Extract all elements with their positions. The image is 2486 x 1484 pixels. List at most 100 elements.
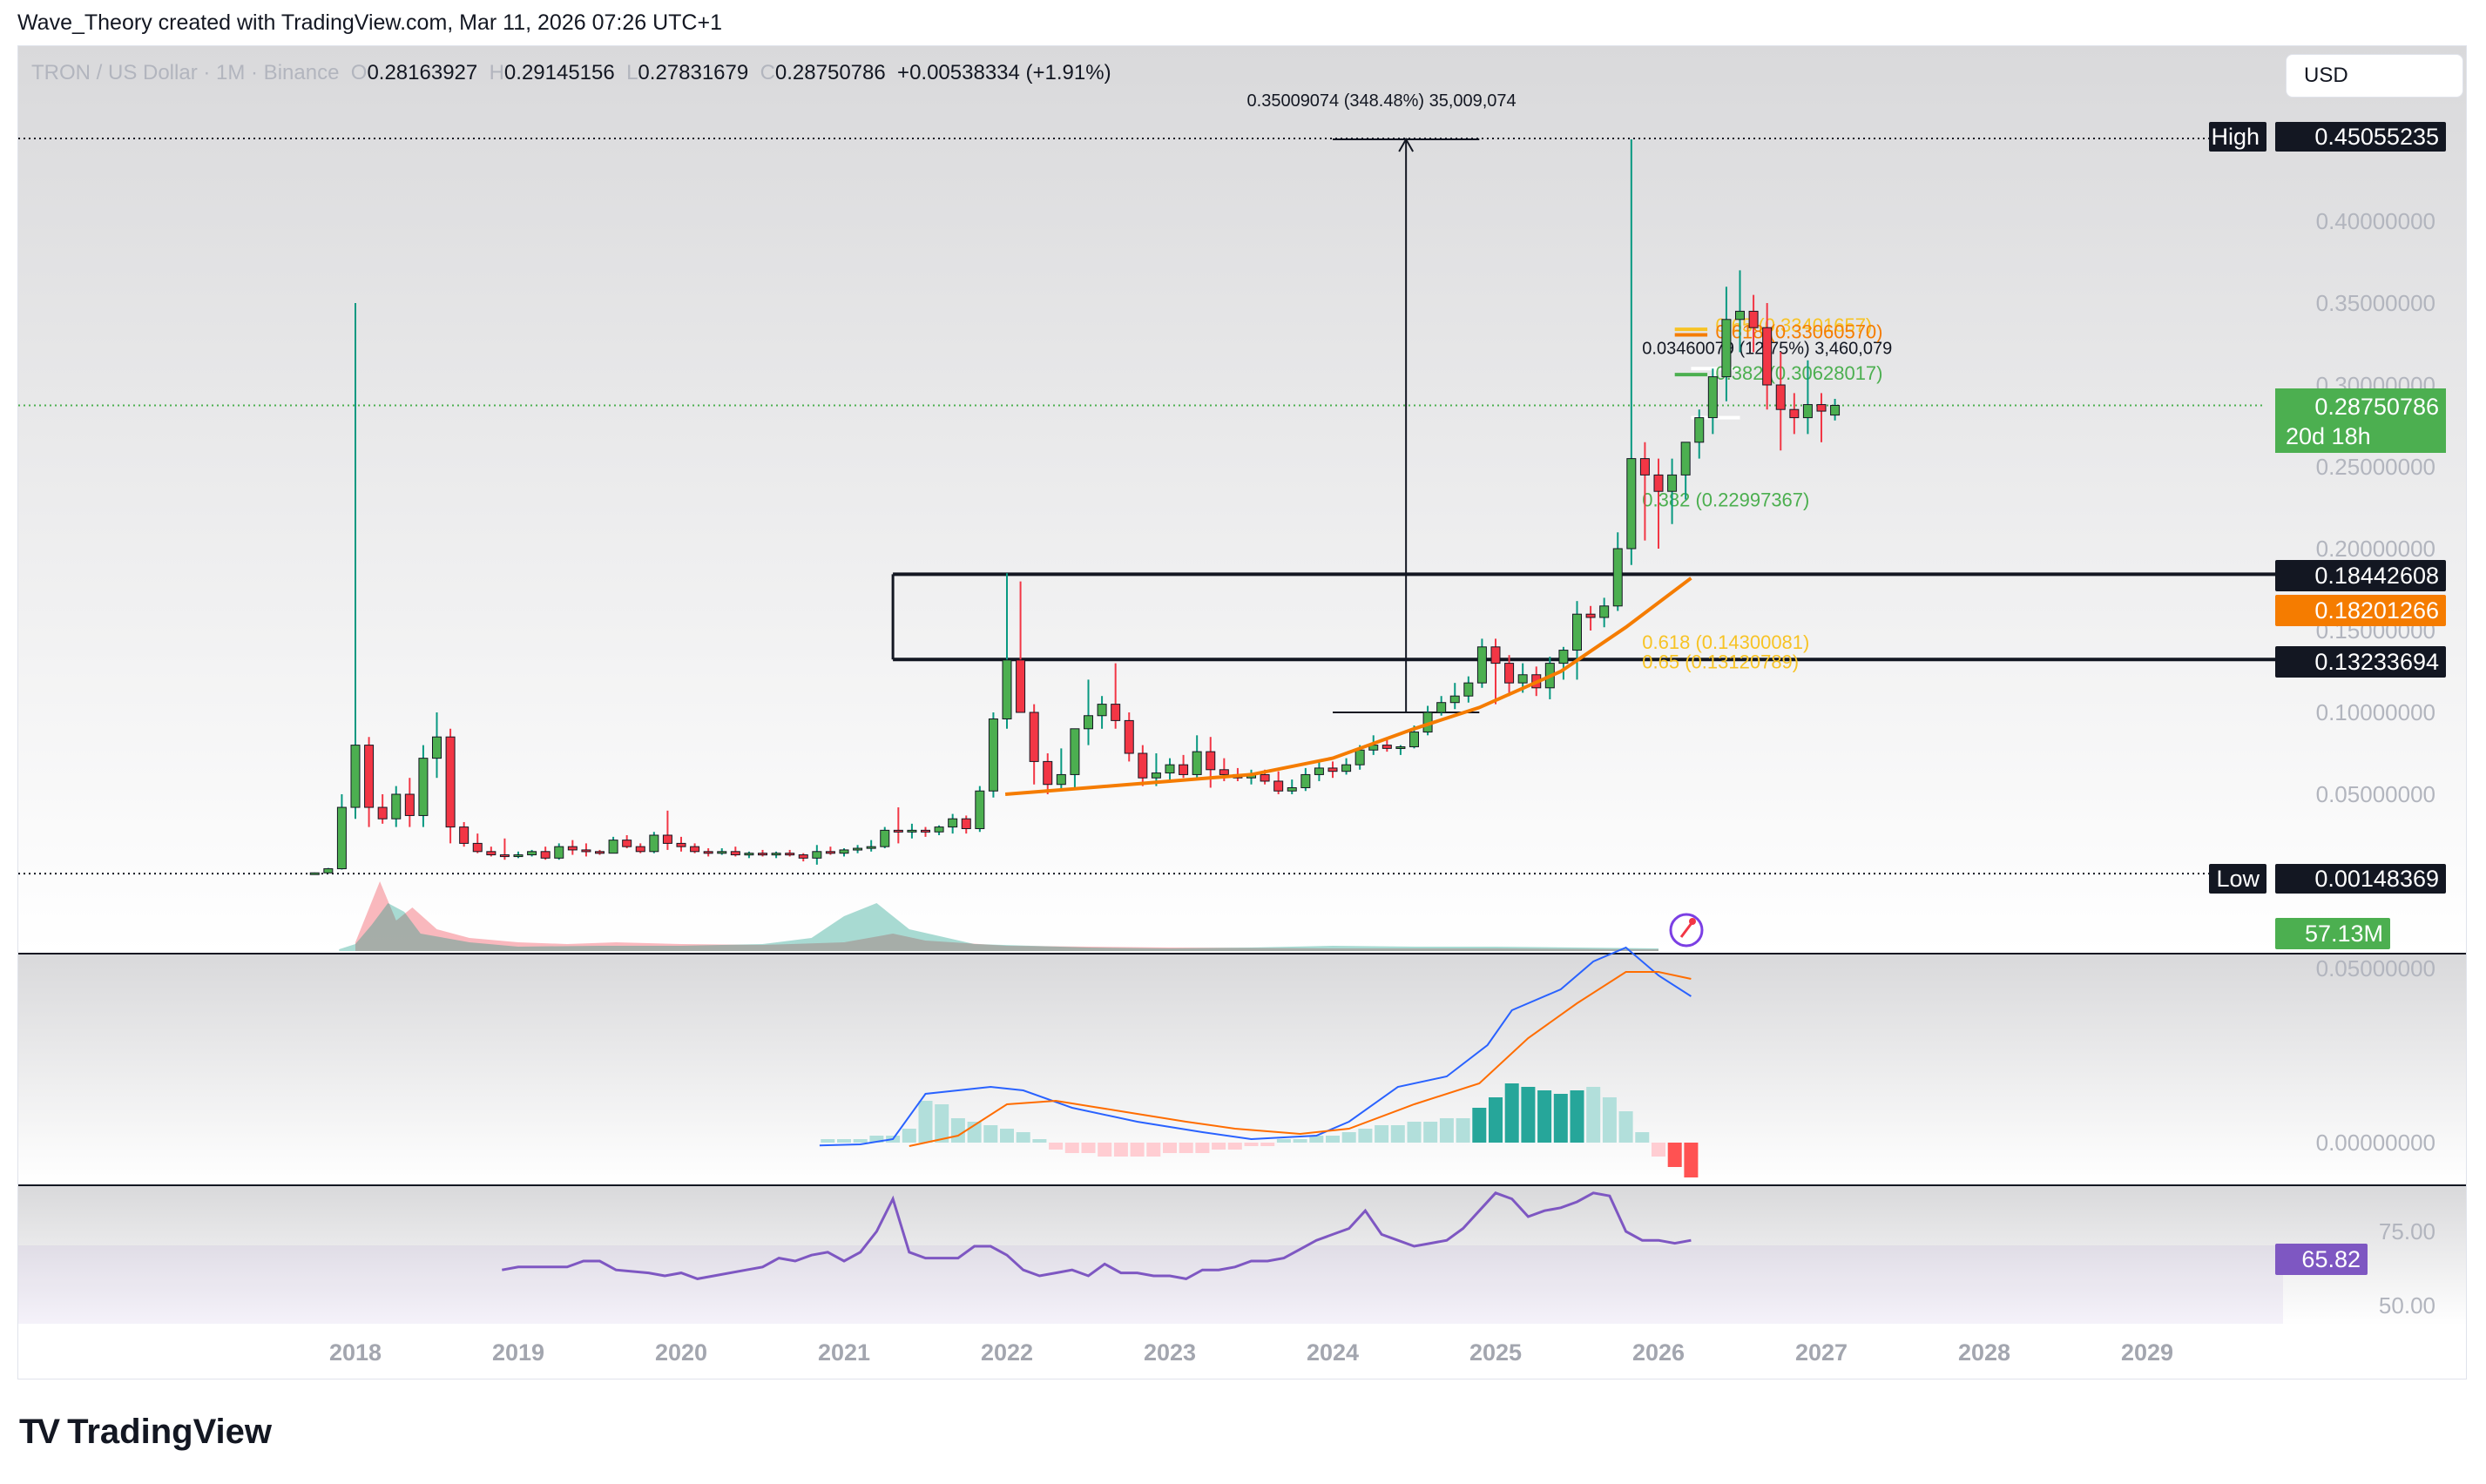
close-value: 0.28750786: [774, 61, 886, 84]
candle-body: [499, 854, 510, 858]
price-tick: 0.40000000: [2316, 208, 2435, 234]
open-value: 0.28163927: [367, 61, 478, 84]
candle-body: [1002, 659, 1012, 720]
candle-body: [1436, 702, 1447, 713]
candle-body: [364, 745, 375, 808]
candle-body: [730, 851, 740, 856]
candle-body: [391, 793, 402, 820]
fib-low-65-label: 0.65 (0.13120789): [1642, 651, 1799, 672]
macd-histogram-bar: [1537, 1090, 1552, 1143]
tradingview-brand[interactable]: TV TradingView: [19, 1413, 272, 1452]
candle-body: [717, 851, 727, 854]
macd-histogram-bar: [1521, 1087, 1536, 1143]
measure-arrow: [1398, 137, 1415, 152]
macd-histogram-bar: [1472, 1108, 1487, 1143]
macd-histogram-bar: [1586, 1087, 1601, 1143]
candle-body: [1354, 749, 1365, 766]
macd-line: [819, 946, 1692, 1147]
macd-histogram-bar: [1390, 1125, 1405, 1143]
candle-body: [662, 834, 672, 844]
currency-button[interactable]: USD: [2286, 54, 2463, 98]
candle-body: [744, 853, 754, 856]
candle-body: [1341, 764, 1352, 772]
candle-body: [1721, 319, 1732, 378]
macd-histogram-bar: [902, 1129, 916, 1143]
countdown-badge: 20d 18h: [2286, 423, 2371, 449]
candle-body: [1084, 715, 1093, 730]
candle-body: [1056, 773, 1066, 786]
candle-body: [812, 851, 822, 859]
candle-body: [1097, 704, 1107, 717]
candle-body: [404, 793, 415, 816]
fib-top-382-label: 0.382 (0.30628017): [1715, 362, 1882, 384]
time-tick: 2027: [1795, 1339, 1848, 1366]
time-axis-labels: 2018 2019 2020 2021 2022 2023 2024 2025 2026 2027…: [329, 1339, 2173, 1366]
candle-body: [1449, 695, 1460, 704]
high-value-badge: 0.45055235: [2314, 124, 2439, 150]
candle-body: [1409, 732, 1419, 747]
macd-histogram-bar: [1684, 1143, 1699, 1177]
candle-body: [1314, 767, 1324, 775]
price-tick: 0.35000000: [2316, 290, 2435, 316]
candle-body: [649, 834, 659, 853]
rsi-badge: 65.82: [2301, 1246, 2361, 1272]
candle-body: [336, 806, 347, 870]
candle-body: [1694, 417, 1705, 443]
macd-histogram-bar: [1260, 1143, 1275, 1146]
candle-body: [445, 736, 456, 828]
candle-body: [907, 829, 917, 833]
symbol-legend[interactable]: TRON / US Dollar · 1M · Binance O0.28163…: [31, 61, 1111, 85]
candle-body: [785, 853, 795, 856]
macd-histogram-bar: [1375, 1125, 1389, 1143]
high-value-badge-bg: [2275, 122, 2446, 152]
candle-body: [432, 736, 442, 759]
time-tick: 2021: [818, 1339, 870, 1366]
candle-body: [825, 851, 835, 854]
candle-body: [513, 854, 524, 858]
macd-histogram-bar: [1032, 1139, 1047, 1143]
low-label-badge: Low: [2216, 866, 2260, 892]
volume-buy-area: [339, 903, 1658, 951]
candle-body: [1802, 404, 1813, 419]
rsi-tick: 50.00: [2379, 1292, 2435, 1319]
candle-body: [1219, 769, 1229, 775]
candle-body: [1327, 767, 1338, 772]
candle-body: [1653, 474, 1664, 492]
macd-histogram-bar: [1098, 1143, 1112, 1157]
rsi-pane-background: [18, 1186, 2466, 1325]
macd-histogram-bar: [869, 1136, 884, 1143]
candle-body: [554, 846, 564, 859]
candle-body: [1748, 310, 1759, 328]
macd-histogram-bar: [1276, 1139, 1291, 1143]
macd-histogram-bar: [1064, 1143, 1079, 1153]
macd-histogram-bar: [1113, 1143, 1128, 1157]
macd-histogram-bar: [1212, 1143, 1226, 1150]
replay-icon[interactable]: [1669, 913, 1704, 948]
macd-histogram-bar: [1652, 1143, 1665, 1157]
symbol-name: TRON / US Dollar · 1M · Binance: [31, 61, 340, 84]
candle-body: [1816, 404, 1827, 412]
time-tick: 2019: [492, 1339, 544, 1366]
candle-body: [1585, 613, 1596, 618]
resistance2-badge: 0.13233694: [2314, 649, 2439, 675]
macd-histogram-bar: [1016, 1132, 1030, 1143]
candle-body: [1762, 327, 1773, 386]
time-tick: 2020: [655, 1339, 707, 1366]
last-price-badge-bg: [2275, 388, 2446, 453]
macd-histogram-bar: [1504, 1083, 1519, 1143]
candle-body: [853, 847, 863, 851]
price-badges: High 0.45055235 Low 0.00148369 0.28750786 20d…: [2209, 122, 2446, 1275]
macd-histogram-bar: [1163, 1143, 1177, 1153]
open-label: O: [350, 61, 368, 84]
macd-histogram-bar: [1081, 1143, 1096, 1153]
candle-body: [1599, 605, 1610, 618]
candle-body: [1612, 548, 1623, 607]
candle-body: [622, 840, 632, 847]
candle-body: [988, 718, 998, 792]
macd-histogram-bar: [1553, 1094, 1568, 1143]
volume-badge: 57.13M: [2305, 921, 2383, 947]
candle-body: [1206, 751, 1216, 771]
rsi-layer: 75.00 50.00: [502, 1191, 2435, 1319]
macd-histogram-bar: [1667, 1143, 1682, 1167]
